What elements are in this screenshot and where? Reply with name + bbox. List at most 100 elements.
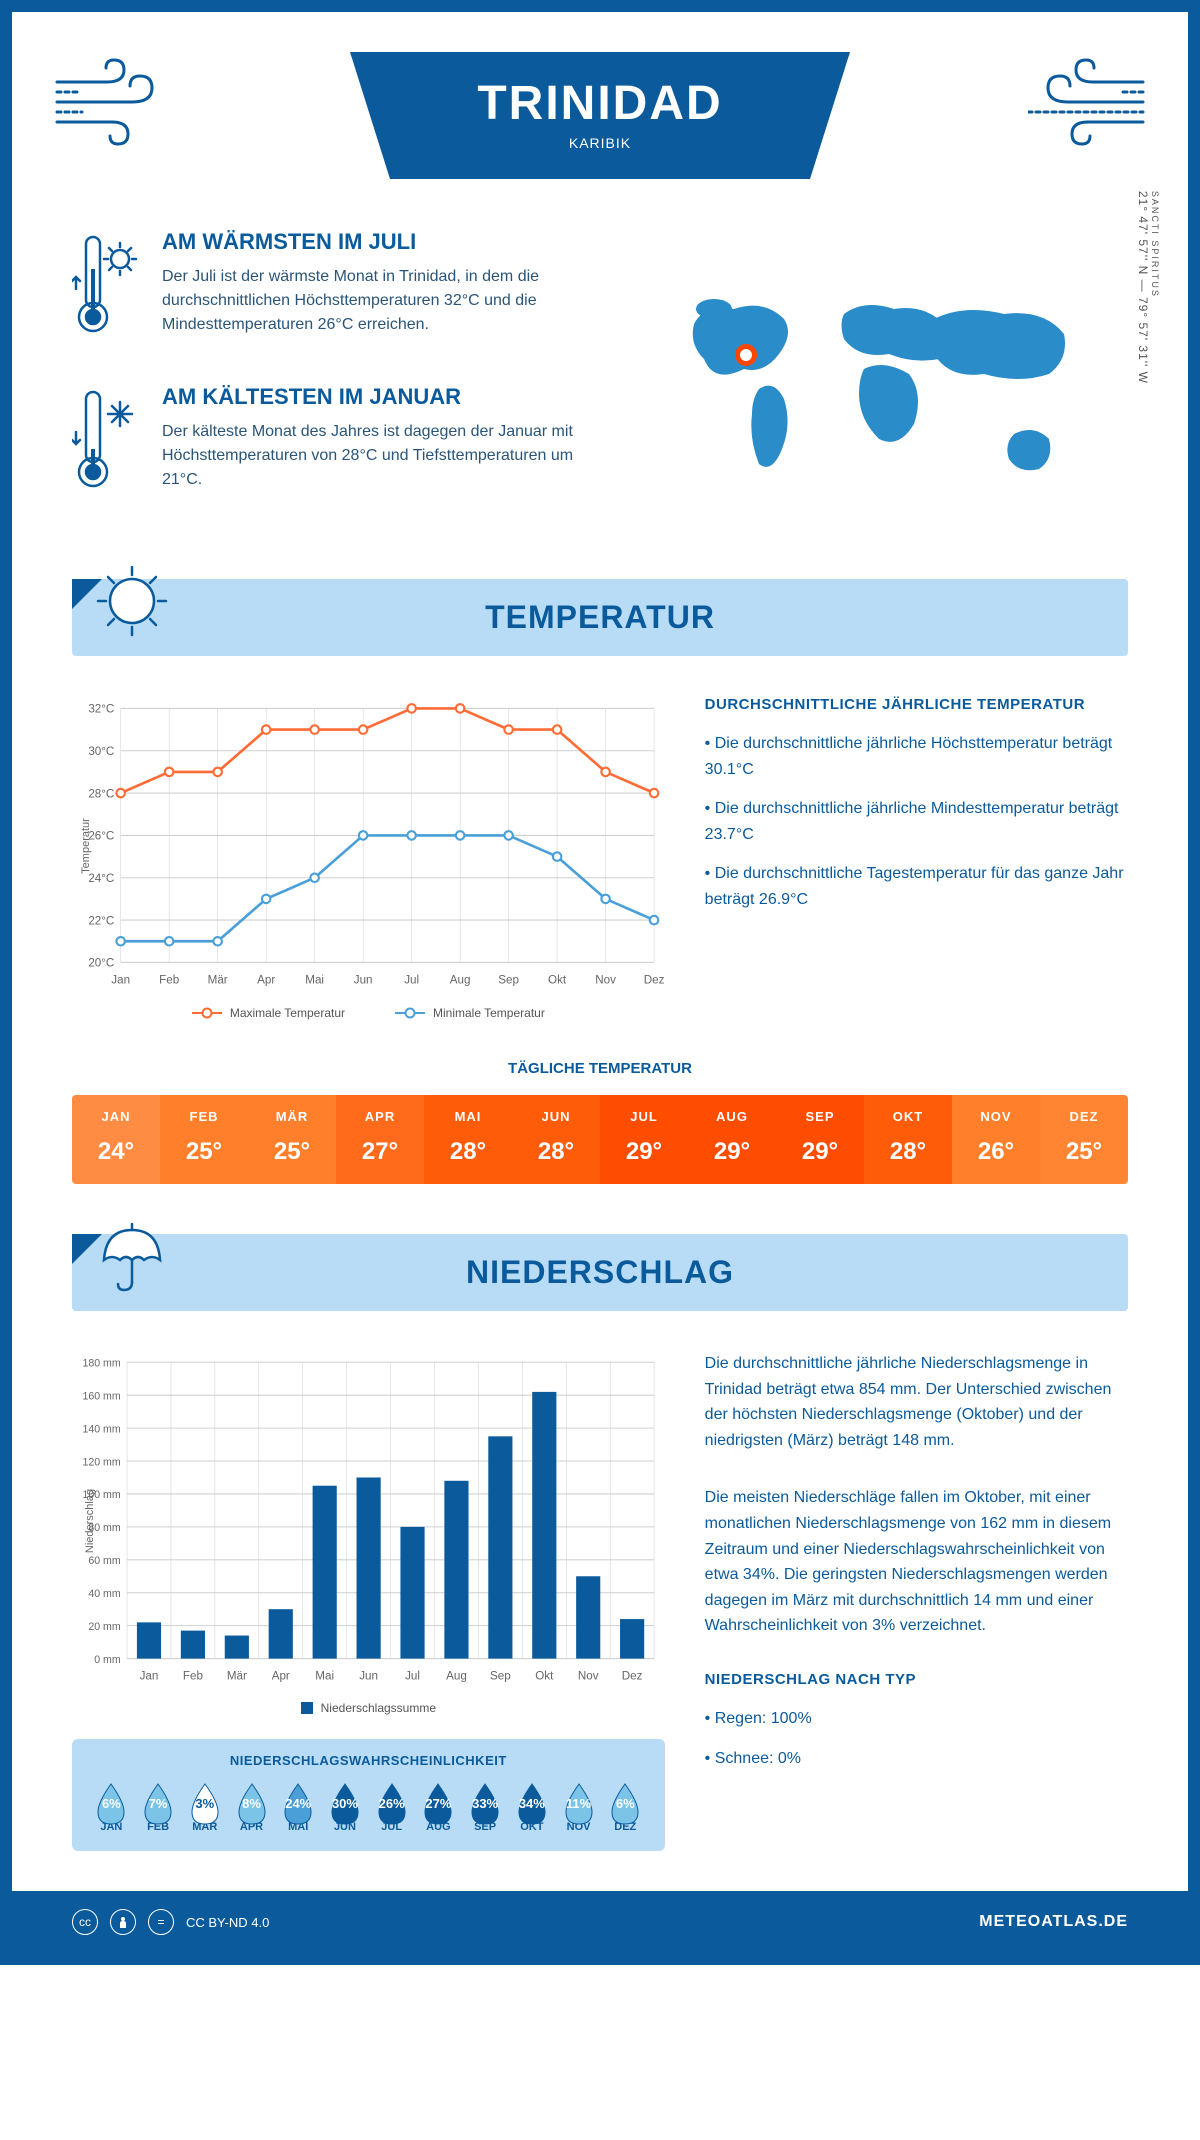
fact-text: AM WÄRMSTEN IM JULI Der Juli ist der wär… xyxy=(162,229,580,344)
summary-heading: DURCHSCHNITTLICHE JÄHRLICHE TEMPERATUR xyxy=(705,696,1128,713)
section-header-precipitation: NIEDERSCHLAG xyxy=(72,1234,1128,1311)
daily-temp-bar: JAN24°FEB25°MÄR25°APR27°MAI28°JUN28°JUL2… xyxy=(72,1095,1128,1184)
temperature-chart-row: Temperatur 20°C22°C24°C26°C28°C30°C32°CJ… xyxy=(12,656,1188,1060)
svg-text:60 mm: 60 mm xyxy=(88,1555,121,1567)
intro-left: AM WÄRMSTEN IM JULI Der Juli ist der wär… xyxy=(72,229,580,539)
legend-label: Niederschlagssumme xyxy=(321,1701,436,1715)
svg-text:Jun: Jun xyxy=(354,974,373,987)
svg-text:Apr: Apr xyxy=(257,974,275,987)
section-title: NIEDERSCHLAG xyxy=(72,1254,1128,1291)
thermometer-sun-icon xyxy=(72,229,142,344)
svg-text:32°C: 32°C xyxy=(88,703,114,716)
svg-text:180 mm: 180 mm xyxy=(82,1357,120,1369)
temp-cell: JUN28° xyxy=(512,1095,600,1184)
wind-icon xyxy=(52,52,172,152)
svg-text:Mär: Mär xyxy=(227,1670,247,1683)
temp-cell: FEB25° xyxy=(160,1095,248,1184)
summary-bullet: Regen: 100% xyxy=(705,1706,1128,1732)
temp-cell: SEP29° xyxy=(776,1095,864,1184)
precipitation-bar-chart: Niederschlag 0 mm20 mm40 mm60 mm80 mm100… xyxy=(72,1351,665,1851)
daily-temperature: TÄGLICHE TEMPERATUR JAN24°FEB25°MÄR25°AP… xyxy=(12,1060,1188,1234)
svg-text:Jan: Jan xyxy=(111,974,130,987)
svg-text:Jan: Jan xyxy=(140,1670,159,1683)
svg-text:Okt: Okt xyxy=(535,1670,554,1683)
header: TRINIDAD KARIBIK xyxy=(12,12,1188,209)
section-title: TEMPERATUR xyxy=(72,599,1128,636)
drop-cell: 33%SEP xyxy=(462,1782,509,1833)
svg-text:Jun: Jun xyxy=(359,1670,378,1683)
drop-cell: 30%JUN xyxy=(322,1782,369,1833)
precipitation-probability: NIEDERSCHLAGSWAHRSCHEINLICHKEIT 6%JAN7%F… xyxy=(72,1739,665,1851)
cc-icon: cc xyxy=(72,1909,98,1935)
sun-icon xyxy=(92,561,172,646)
coordinates: SANCTI SPIRITUS 21° 47' 57'' N — 79° 57'… xyxy=(1136,191,1160,384)
drop-cell: 8%APR xyxy=(228,1782,275,1833)
svg-text:Dez: Dez xyxy=(622,1670,643,1683)
temp-cell: APR27° xyxy=(336,1095,424,1184)
drop-cell: 6%JAN xyxy=(88,1782,135,1833)
drops-row: 6%JAN7%FEB3%MÄR8%APR24%MAI30%JUN26%JUL27… xyxy=(88,1782,649,1833)
fact-coldest: AM KÄLTESTEN IM JANUAR Der kälteste Mona… xyxy=(72,384,580,499)
drop-cell: 34%OKT xyxy=(508,1782,555,1833)
svg-text:Aug: Aug xyxy=(446,1670,467,1683)
temp-cell: OKT28° xyxy=(864,1095,952,1184)
drop-cell: 3%MÄR xyxy=(181,1782,228,1833)
svg-text:Mär: Mär xyxy=(208,974,228,987)
footer-license: cc = CC BY-ND 4.0 xyxy=(72,1909,269,1935)
summary-bullet: Die durchschnittliche jährliche Mindestt… xyxy=(705,796,1128,847)
svg-text:120 mm: 120 mm xyxy=(82,1456,120,1468)
temp-cell: JUL29° xyxy=(600,1095,688,1184)
by-icon xyxy=(110,1909,136,1935)
chart-legend: Maximale Temperatur Minimale Temperatur xyxy=(72,1006,665,1020)
svg-text:40 mm: 40 mm xyxy=(88,1588,121,1600)
svg-text:Dez: Dez xyxy=(644,974,665,987)
svg-text:26°C: 26°C xyxy=(88,830,114,843)
title-banner: TRINIDAD KARIBIK xyxy=(350,52,850,179)
page-container: TRINIDAD KARIBIK xyxy=(0,0,1200,1965)
temp-cell: AUG29° xyxy=(688,1095,776,1184)
footer-site: METEOATLAS.DE xyxy=(979,1913,1128,1931)
svg-text:Jul: Jul xyxy=(405,1670,420,1683)
svg-text:Sep: Sep xyxy=(498,974,519,987)
svg-text:20°C: 20°C xyxy=(88,957,114,970)
umbrella-icon xyxy=(92,1216,172,1301)
legend-label: Maximale Temperatur xyxy=(230,1006,345,1020)
svg-text:Okt: Okt xyxy=(548,974,567,987)
chart-legend: Niederschlagssumme xyxy=(72,1701,665,1715)
summary-bullet: Die durchschnittliche jährliche Höchstte… xyxy=(705,731,1128,782)
legend-label: Minimale Temperatur xyxy=(433,1006,545,1020)
fact-heading: AM KÄLTESTEN IM JANUAR xyxy=(162,384,580,410)
summary-heading: NIEDERSCHLAG NACH TYP xyxy=(705,1671,1128,1688)
y-axis-label: Temperatur xyxy=(80,818,92,874)
intro-row: AM WÄRMSTEN IM JULI Der Juli ist der wär… xyxy=(12,209,1188,579)
drop-cell: 26%JUL xyxy=(368,1782,415,1833)
world-map-svg xyxy=(664,264,1084,504)
summary-para: Die meisten Niederschläge fallen im Okto… xyxy=(705,1485,1128,1639)
section-header-temperature: TEMPERATUR xyxy=(72,579,1128,656)
nd-icon: = xyxy=(148,1909,174,1935)
temp-cell: MÄR25° xyxy=(248,1095,336,1184)
page-subtitle: KARIBIK xyxy=(350,135,850,151)
temperature-summary: DURCHSCHNITTLICHE JÄHRLICHE TEMPERATUR D… xyxy=(705,696,1128,1020)
svg-text:30°C: 30°C xyxy=(88,745,114,758)
svg-text:0 mm: 0 mm xyxy=(94,1654,121,1666)
precipitation-chart-row: Niederschlag 0 mm20 mm40 mm60 mm80 mm100… xyxy=(12,1311,1188,1891)
precipitation-summary: Die durchschnittliche jährliche Niedersc… xyxy=(705,1351,1128,1851)
temp-cell: DEZ25° xyxy=(1040,1095,1128,1184)
fact-body: Der Juli ist der wärmste Monat in Trinid… xyxy=(162,265,580,337)
drop-cell: 7%FEB xyxy=(135,1782,182,1833)
drop-cell: 27%AUG xyxy=(415,1782,462,1833)
fact-heading: AM WÄRMSTEN IM JULI xyxy=(162,229,580,255)
svg-text:Nov: Nov xyxy=(578,1670,599,1683)
temp-cell: MAI28° xyxy=(424,1095,512,1184)
temp-cell: NOV26° xyxy=(952,1095,1040,1184)
summary-bullet: Die durchschnittliche Tagestemperatur fü… xyxy=(705,861,1128,912)
precip-prob-heading: NIEDERSCHLAGSWAHRSCHEINLICHKEIT xyxy=(88,1753,649,1768)
svg-text:28°C: 28°C xyxy=(88,787,114,800)
svg-text:20 mm: 20 mm xyxy=(88,1621,121,1633)
temperature-line-chart: Temperatur 20°C22°C24°C26°C28°C30°C32°CJ… xyxy=(72,696,665,1020)
wind-icon xyxy=(1028,52,1148,152)
world-map: SANCTI SPIRITUS 21° 47' 57'' N — 79° 57'… xyxy=(620,229,1128,539)
y-axis-label: Niederschlag xyxy=(84,1489,96,1553)
svg-text:24°C: 24°C xyxy=(88,872,114,885)
